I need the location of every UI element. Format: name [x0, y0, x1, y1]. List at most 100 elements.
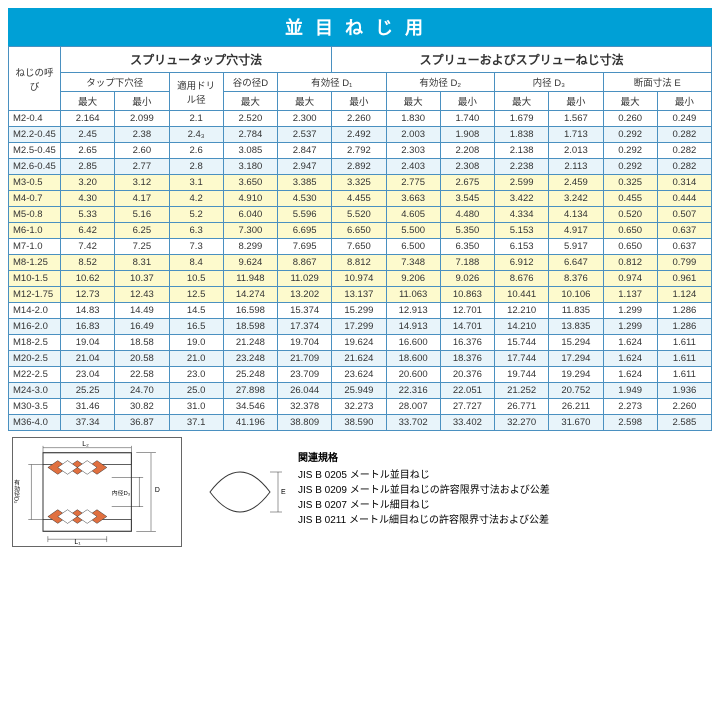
cell-value: 2.598 — [603, 415, 657, 431]
thread-name: M12-1.75 — [9, 287, 61, 303]
cell-value: 2.303 — [386, 143, 440, 159]
cell-value: 20.376 — [440, 367, 494, 383]
cell-value: 2.38 — [115, 127, 169, 143]
table-row: M5-0.85.335.165.26.0405.5965.5204.6054.4… — [9, 207, 712, 223]
cell-value: 2.65 — [61, 143, 115, 159]
cell-value: 33.702 — [386, 415, 440, 431]
cell-value: 2.947 — [278, 159, 332, 175]
label-d3: 内径D₃ — [112, 489, 131, 497]
label-l1: L₁ — [74, 539, 81, 546]
thread-name: M20-2.5 — [9, 351, 61, 367]
cell-value: 25.0 — [169, 383, 223, 399]
cell-value: 26.771 — [495, 399, 549, 415]
cell-value: 8.299 — [223, 239, 277, 255]
label-eff: 有効径D₂ — [13, 478, 19, 503]
cell-value: 2.138 — [495, 143, 549, 159]
table-row: M3-0.53.203.123.13.6503.3853.3252.7752.6… — [9, 175, 712, 191]
cell-value: 14.49 — [115, 303, 169, 319]
cell-value: 19.04 — [61, 335, 115, 351]
cell-value: 4.530 — [278, 191, 332, 207]
table-row: M24-3.025.2524.7025.027.89826.04425.9492… — [9, 383, 712, 399]
cell-value: 20.58 — [115, 351, 169, 367]
cell-value: 9.026 — [440, 271, 494, 287]
cell-value: 23.0 — [169, 367, 223, 383]
label-d: D — [155, 487, 160, 494]
cell-value: 0.314 — [657, 175, 711, 191]
cell-value: 20.752 — [549, 383, 603, 399]
cell-value: 19.744 — [495, 367, 549, 383]
cell-value: 5.16 — [115, 207, 169, 223]
table-row: M7-1.07.427.257.38.2997.6957.6506.5006.3… — [9, 239, 712, 255]
cell-value: 14.5 — [169, 303, 223, 319]
cell-value: 2.6 — [169, 143, 223, 159]
thread-cross-section-diagram: L₂ L₁ D 内径D₃ 有効径D₂ — [12, 437, 182, 547]
cell-value: 25.248 — [223, 367, 277, 383]
cell-value: 13.137 — [332, 287, 386, 303]
cell-value: 21.252 — [495, 383, 549, 399]
cell-value: 3.085 — [223, 143, 277, 159]
cell-value: 1.740 — [440, 111, 494, 127]
cell-value: 3.12 — [115, 175, 169, 191]
refs-item: JIS B 0209 メートル並目ねじの許容限界寸法および公差 — [298, 483, 550, 498]
cell-value: 4.455 — [332, 191, 386, 207]
cell-value: 4.910 — [223, 191, 277, 207]
table-row: M12-1.7512.7312.4312.514.27413.20213.137… — [9, 287, 712, 303]
header-min: 最小 — [115, 92, 169, 111]
header-valley: 谷の径D — [223, 73, 277, 92]
header-taphole: タップ下穴径 — [61, 73, 170, 92]
cell-value: 2.775 — [386, 175, 440, 191]
cell-value: 21.709 — [278, 351, 332, 367]
header-drill: 適用ドリル径 — [169, 73, 223, 111]
header-d1: 有効径 D₁ — [278, 73, 387, 92]
cell-value: 23.248 — [223, 351, 277, 367]
header-max: 最大 — [223, 92, 277, 111]
cell-value: 0.961 — [657, 271, 711, 287]
cell-value: 3.325 — [332, 175, 386, 191]
cell-value: 41.196 — [223, 415, 277, 431]
cell-value: 3.385 — [278, 175, 332, 191]
cell-value: 23.709 — [278, 367, 332, 383]
table-row: M36-4.037.3436.8737.141.19638.80938.5903… — [9, 415, 712, 431]
cell-value: 17.744 — [495, 351, 549, 367]
cell-value: 7.300 — [223, 223, 277, 239]
cell-value: 38.590 — [332, 415, 386, 431]
cell-value: 33.402 — [440, 415, 494, 431]
cell-value: 17.299 — [332, 319, 386, 335]
thread-name: M3-0.5 — [9, 175, 61, 191]
cell-value: 0.637 — [657, 223, 711, 239]
spec-table: ねじの呼び スプリュータップ穴寸法 スプリューおよびスプリューねじ寸法 タップ下… — [8, 46, 712, 431]
cell-value: 1.679 — [495, 111, 549, 127]
cell-value: 32.273 — [332, 399, 386, 415]
cell-value: 0.260 — [603, 111, 657, 127]
cell-value: 1.137 — [603, 287, 657, 303]
cell-value: 31.0 — [169, 399, 223, 415]
cell-value: 4.17 — [115, 191, 169, 207]
cell-value: 1.830 — [386, 111, 440, 127]
cell-value: 3.1 — [169, 175, 223, 191]
thread-name: M30-3.5 — [9, 399, 61, 415]
cell-value: 31.670 — [549, 415, 603, 431]
cell-value: 23.624 — [332, 367, 386, 383]
cell-value: 2.892 — [332, 159, 386, 175]
cell-value: 30.82 — [115, 399, 169, 415]
cell-value: 12.210 — [495, 303, 549, 319]
cell-value: 15.374 — [278, 303, 332, 319]
cell-value: 4.605 — [386, 207, 440, 223]
cell-value: 2.459 — [549, 175, 603, 191]
cell-value: 1.624 — [603, 367, 657, 383]
cell-value: 0.799 — [657, 255, 711, 271]
cell-value: 2.300 — [278, 111, 332, 127]
cell-value: 9.206 — [386, 271, 440, 287]
cell-value: 0.292 — [603, 127, 657, 143]
cell-value: 38.809 — [278, 415, 332, 431]
cell-value: 16.376 — [440, 335, 494, 351]
cell-value: 2.1 — [169, 111, 223, 127]
thread-name: M5-0.8 — [9, 207, 61, 223]
cell-value: 6.25 — [115, 223, 169, 239]
table-row: M10-1.510.6210.3710.511.94811.02910.9749… — [9, 271, 712, 287]
cell-value: 10.441 — [495, 287, 549, 303]
cell-value: 1.286 — [657, 303, 711, 319]
cell-value: 6.3 — [169, 223, 223, 239]
related-standards: 関連規格 JIS B 0205 メートル並目ねじ JIS B 0209 メートル… — [298, 437, 550, 547]
cell-value: 2.8 — [169, 159, 223, 175]
